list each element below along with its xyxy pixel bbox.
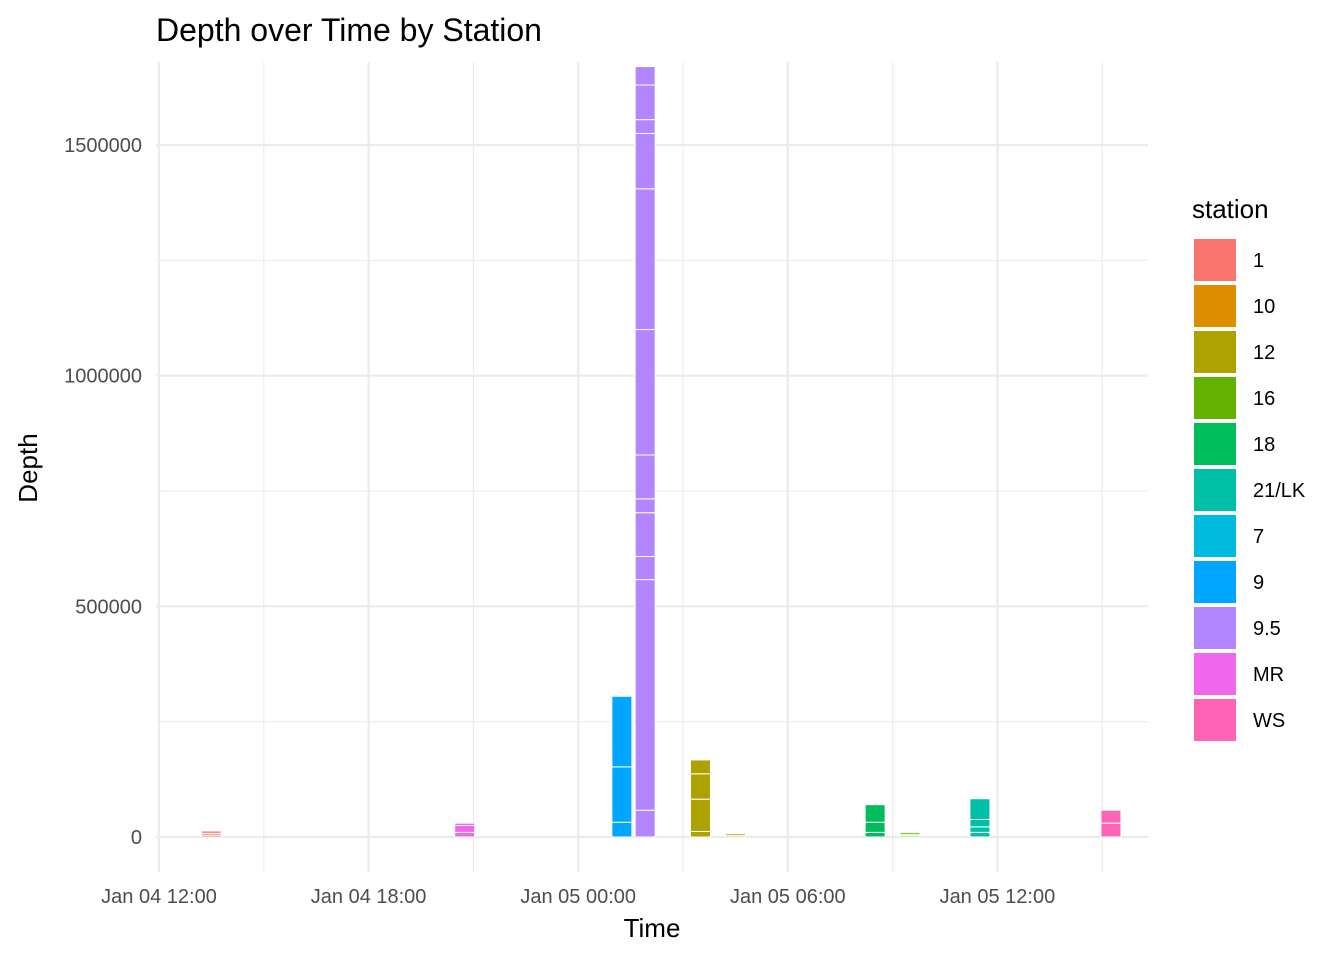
- bar-segment: [634, 132, 656, 190]
- bar-segment: [634, 188, 656, 331]
- bar-segment: [864, 804, 886, 823]
- x-axis-ticks: Jan 04 12:00 Jan 04 18:00 Jan 05 00:00 Jan …: [101, 886, 1055, 908]
- bar-segment: [634, 512, 656, 558]
- bar-segment: [689, 759, 711, 775]
- y-axis-title: Depth: [13, 433, 43, 502]
- bar-segment: [969, 818, 991, 828]
- bars: [200, 66, 1122, 838]
- legend-key: [1194, 423, 1236, 465]
- legend-label: 10: [1253, 296, 1275, 318]
- bar-segment: [969, 826, 991, 833]
- y-axis-ticks: 0 500000 1000000 1500000: [64, 135, 142, 849]
- bar-segment: [200, 830, 222, 834]
- legend-title: station: [1192, 194, 1269, 224]
- y-tick-label: 0: [131, 827, 142, 849]
- bar-segment: [969, 798, 991, 820]
- bar-segment: [454, 822, 476, 826]
- bar-segment: [899, 831, 921, 835]
- legend-key: [1194, 239, 1236, 281]
- x-tick-label: Jan 05 12:00: [940, 886, 1056, 908]
- legend-key: [1194, 653, 1236, 695]
- bar-segment: [634, 454, 656, 500]
- legend-key: [1194, 469, 1236, 511]
- legend-key: [1194, 515, 1236, 557]
- legend-key: [1194, 285, 1236, 327]
- bar-segment: [634, 119, 656, 134]
- bar-segment: [969, 831, 991, 838]
- bar-segment: [634, 66, 656, 86]
- x-tick-label: Jan 04 12:00: [101, 886, 217, 908]
- bar-segment: [454, 831, 476, 838]
- bar-segment: [454, 824, 476, 833]
- x-tick-label: Jan 05 00:00: [520, 886, 636, 908]
- bar-segment: [611, 766, 633, 823]
- x-tick-label: Jan 04 18:00: [311, 886, 427, 908]
- legend-label: 18: [1253, 434, 1275, 456]
- y-tick-label: 1500000: [64, 135, 142, 157]
- bar-segment: [611, 821, 633, 838]
- bar-segment: [634, 329, 656, 456]
- y-tick-label: 500000: [75, 596, 142, 618]
- legend-key: [1194, 377, 1236, 419]
- legend-label: 1: [1253, 250, 1264, 272]
- legend-label: 12: [1253, 342, 1275, 364]
- x-tick-label: Jan 05 06:00: [730, 886, 846, 908]
- legend-key: [1194, 561, 1236, 603]
- legend-label: 16: [1253, 388, 1275, 410]
- legend-key: [1194, 699, 1236, 741]
- legend-label: 21/LK: [1253, 480, 1306, 502]
- y-tick-label: 1000000: [64, 366, 142, 388]
- chart-title: Depth over Time by Station: [156, 12, 542, 48]
- legend-label: 9: [1253, 572, 1264, 594]
- bar-segment: [1100, 809, 1122, 824]
- bar-segment: [634, 809, 656, 838]
- bar-segment: [1100, 822, 1122, 838]
- bar-segment: [634, 579, 656, 811]
- bar-segment: [689, 830, 711, 838]
- bar-segment: [724, 833, 746, 837]
- legend: station 1 10 12 16 18 21/LK 7 9 9.5 MR WS: [1192, 194, 1306, 741]
- x-axis-title: Time: [624, 913, 681, 943]
- legend-label: 9.5: [1253, 618, 1281, 640]
- bar-segment: [634, 498, 656, 514]
- bar-segment: [689, 798, 711, 832]
- bar-segment: [864, 821, 886, 833]
- legend-key: [1194, 331, 1236, 373]
- bar-segment: [634, 556, 656, 581]
- legend-label: 7: [1253, 526, 1264, 548]
- bar-segment: [864, 831, 886, 838]
- legend-key: [1194, 607, 1236, 649]
- bar-segment: [689, 773, 711, 800]
- bar-segment: [634, 84, 656, 121]
- bar-segment: [611, 695, 633, 768]
- legend-label: WS: [1253, 710, 1285, 732]
- legend-label: MR: [1253, 664, 1284, 686]
